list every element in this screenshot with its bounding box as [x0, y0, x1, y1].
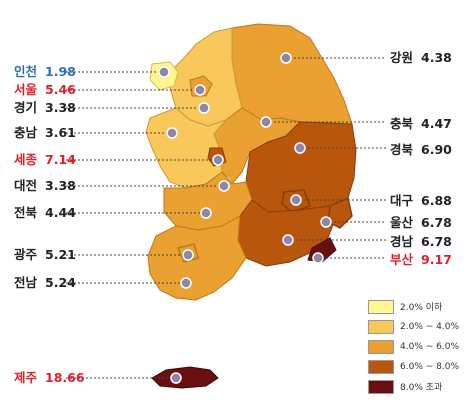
label-chungnam: 충남 3.61	[14, 125, 76, 141]
label-incheon: 인천 1.98	[14, 64, 76, 80]
region-name: 전북	[14, 205, 38, 220]
region-value: 3.38	[45, 178, 76, 193]
region-value: 6.90	[421, 142, 452, 157]
region-value: 5.24	[45, 275, 76, 290]
marker-sejong	[212, 154, 224, 166]
region-name: 서울	[14, 82, 38, 97]
region-jeju	[151, 366, 219, 389]
marker-ulsan	[320, 216, 332, 228]
region-gangwon	[231, 23, 353, 125]
label-jeju: 제주 18.66	[14, 370, 85, 386]
legend-swatch	[368, 359, 394, 374]
label-chungbuk: 충북 4.47	[390, 116, 452, 132]
marker-gyeongbuk	[294, 142, 306, 154]
marker-jeonnam	[180, 277, 192, 289]
region-name: 경기	[14, 100, 38, 115]
legend-label: 4.0% ~ 6.0%	[400, 341, 459, 352]
marker-incheon	[158, 66, 170, 78]
label-ulsan: 울산 6.78	[390, 215, 452, 231]
label-gyeongbuk: 경북 6.90	[390, 142, 452, 158]
region-value: 5.21	[45, 247, 76, 262]
marker-daejeon	[218, 180, 230, 192]
legend-label: 2.0% 이하	[400, 303, 443, 313]
region-value: 3.61	[45, 125, 76, 140]
label-gangwon: 강원 4.38	[390, 50, 452, 66]
marker-chungnam	[166, 127, 178, 139]
marker-daegu	[290, 194, 302, 206]
region-name: 전남	[14, 275, 38, 290]
region-name: 울산	[390, 215, 414, 230]
marker-gwangju	[182, 249, 194, 261]
legend-label: 2.0% ~ 4.0%	[400, 321, 459, 332]
region-name: 제주	[14, 370, 38, 385]
legend-swatch	[368, 379, 394, 394]
marker-jeju	[170, 372, 182, 384]
region-value: 6.88	[421, 193, 452, 208]
label-sejong: 세종 7.14	[14, 152, 76, 168]
marker-chungbuk	[260, 116, 272, 128]
marker-seoul	[194, 84, 206, 96]
region-value: 5.46	[45, 82, 76, 97]
label-jeonnam: 전남 5.24	[14, 275, 76, 291]
region-value: 4.38	[421, 50, 452, 65]
label-jeonbuk: 전북 4.44	[14, 205, 76, 221]
region-name: 경남	[390, 234, 414, 249]
legend-item: 4.0% ~ 6.0%	[368, 338, 468, 355]
label-gyeongnam: 경남 6.78	[390, 234, 452, 250]
legend-label: 6.0% ~ 8.0%	[400, 361, 459, 372]
region-value: 6.78	[421, 234, 452, 249]
label-busan: 부산 9.17	[390, 252, 452, 268]
map-legend: 2.0% 이하 2.0% ~ 4.0% 4.0% ~ 6.0% 6.0% ~ 8…	[368, 298, 468, 398]
marker-jeonbuk	[200, 207, 212, 219]
legend-item: 8.0% 초과	[368, 378, 468, 395]
label-daegu: 대구 6.88	[390, 193, 452, 209]
label-daejeon: 대전 3.38	[14, 178, 76, 194]
region-markers	[158, 52, 332, 384]
legend-item: 2.0% 이하	[368, 298, 468, 315]
region-name: 세종	[14, 152, 38, 167]
legend-swatch	[368, 299, 394, 314]
marker-busan	[312, 252, 324, 264]
region-name: 경북	[390, 142, 414, 157]
marker-gyeonggi	[198, 102, 210, 114]
region-value: 4.44	[45, 205, 76, 220]
legend-item: 6.0% ~ 8.0%	[368, 358, 468, 375]
region-value: 1.98	[45, 64, 76, 79]
region-name: 충남	[14, 125, 38, 140]
marker-gangwon	[280, 52, 292, 64]
leader-lines	[66, 57, 386, 379]
label-gwangju: 광주 5.21	[14, 247, 76, 263]
legend-label: 8.0% 초과	[400, 383, 443, 393]
region-name: 충북	[390, 116, 414, 131]
region-value: 18.66	[45, 370, 85, 385]
region-value: 4.47	[421, 116, 452, 131]
region-value: 9.17	[421, 252, 452, 267]
label-seoul: 서울 5.46	[14, 82, 76, 98]
region-value: 6.78	[421, 215, 452, 230]
region-value: 3.38	[45, 100, 76, 115]
label-gyeonggi: 경기 3.38	[14, 100, 76, 116]
region-name: 대전	[14, 178, 38, 193]
legend-swatch	[368, 319, 394, 334]
region-name: 부산	[390, 252, 414, 267]
region-name: 인천	[14, 64, 38, 79]
region-name: 강원	[390, 50, 414, 65]
region-name: 대구	[390, 193, 414, 208]
legend-swatch	[368, 339, 394, 354]
legend-item: 2.0% ~ 4.0%	[368, 318, 468, 335]
marker-gyeongnam	[282, 234, 294, 246]
region-name: 광주	[14, 247, 38, 262]
region-value: 7.14	[45, 152, 76, 167]
